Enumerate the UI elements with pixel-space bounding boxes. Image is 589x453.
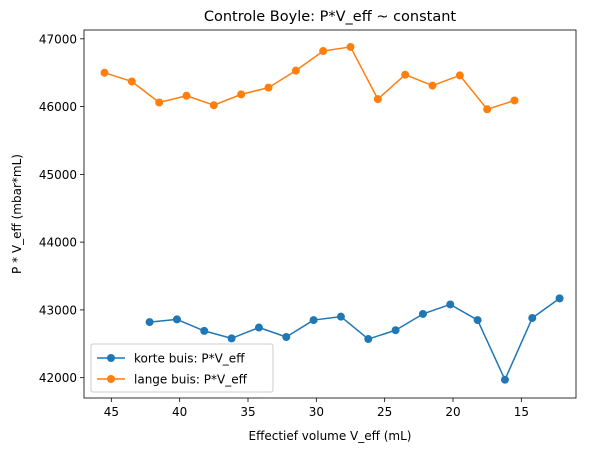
series-0-point bbox=[282, 333, 291, 342]
series-1-point bbox=[373, 95, 382, 104]
y-tick-label: 47000 bbox=[39, 32, 77, 46]
y-axis-ticks: 42000 43000 44000 45000 46000 47000 bbox=[39, 32, 84, 385]
series-1-point bbox=[209, 101, 218, 110]
series-1-point bbox=[264, 83, 273, 92]
y-tick-label: 42000 bbox=[39, 371, 77, 385]
x-tick-label: 35 bbox=[240, 405, 255, 419]
y-tick-label: 45000 bbox=[39, 168, 77, 182]
legend-marker-lange-buis bbox=[107, 375, 115, 383]
series-0-point bbox=[145, 318, 154, 327]
y-tick-label: 44000 bbox=[39, 236, 77, 250]
legend: korte buis: P*V_eff lange buis: P*V_eff bbox=[90, 343, 274, 393]
y-tick-label: 43000 bbox=[39, 303, 77, 317]
series-1-point bbox=[455, 71, 464, 80]
series-0-point bbox=[446, 300, 455, 309]
series-0-point bbox=[254, 323, 263, 332]
series-1-point bbox=[182, 91, 191, 100]
legend-entry-lange-buis: lange buis: P*V_eff bbox=[97, 373, 248, 387]
x-axis-ticks: 45 40 35 30 25 20 15 bbox=[104, 398, 529, 419]
x-tick-label: 45 bbox=[104, 405, 119, 419]
series-0-point bbox=[473, 316, 482, 325]
series-1-point bbox=[291, 66, 300, 75]
series-1-point bbox=[510, 96, 519, 105]
series-0-point bbox=[309, 316, 318, 325]
y-axis-label: P * V_eff (mbar*mL) bbox=[10, 154, 24, 274]
series-line-0 bbox=[149, 297, 561, 381]
series-0-point bbox=[555, 294, 564, 303]
series-0-point bbox=[200, 326, 209, 335]
x-tick-label: 40 bbox=[172, 405, 187, 419]
series-1-point bbox=[483, 105, 492, 114]
legend-label-korte-buis: korte buis: P*V_eff bbox=[134, 352, 245, 366]
series-0-point bbox=[172, 315, 181, 324]
series-1-point bbox=[346, 42, 355, 51]
chart-title: Controle Boyle: P*V_eff ~ constant bbox=[204, 9, 457, 25]
series-0-point bbox=[391, 326, 400, 335]
legend-marker-korte-buis bbox=[107, 354, 115, 362]
axes-frame bbox=[83, 29, 577, 399]
series-1-point bbox=[155, 98, 164, 107]
series-1-point bbox=[428, 81, 437, 90]
x-tick-label: 25 bbox=[377, 405, 392, 419]
series-1-point bbox=[237, 90, 246, 99]
x-tick-label: 30 bbox=[309, 405, 324, 419]
series-0-point bbox=[500, 375, 509, 384]
series-0-point bbox=[364, 335, 373, 344]
series-0-point bbox=[227, 334, 236, 343]
series-1-point bbox=[100, 68, 109, 77]
plot-lines bbox=[100, 42, 564, 384]
series-1-point bbox=[319, 47, 328, 56]
series-0-point bbox=[418, 309, 427, 318]
x-tick-label: 20 bbox=[445, 405, 460, 419]
x-tick-label: 15 bbox=[514, 405, 529, 419]
y-tick-label: 46000 bbox=[39, 100, 77, 114]
series-1-point bbox=[401, 70, 410, 79]
legend-box bbox=[90, 343, 274, 393]
legend-entry-korte-buis: korte buis: P*V_eff bbox=[97, 352, 245, 366]
series-line-1 bbox=[104, 46, 515, 111]
series-1-point bbox=[127, 77, 136, 86]
legend-label-lange-buis: lange buis: P*V_eff bbox=[134, 373, 248, 387]
series-0-point bbox=[528, 314, 537, 323]
x-axis-label: Effectief volume V_eff (mL) bbox=[249, 429, 412, 443]
series-0-point bbox=[336, 312, 345, 321]
